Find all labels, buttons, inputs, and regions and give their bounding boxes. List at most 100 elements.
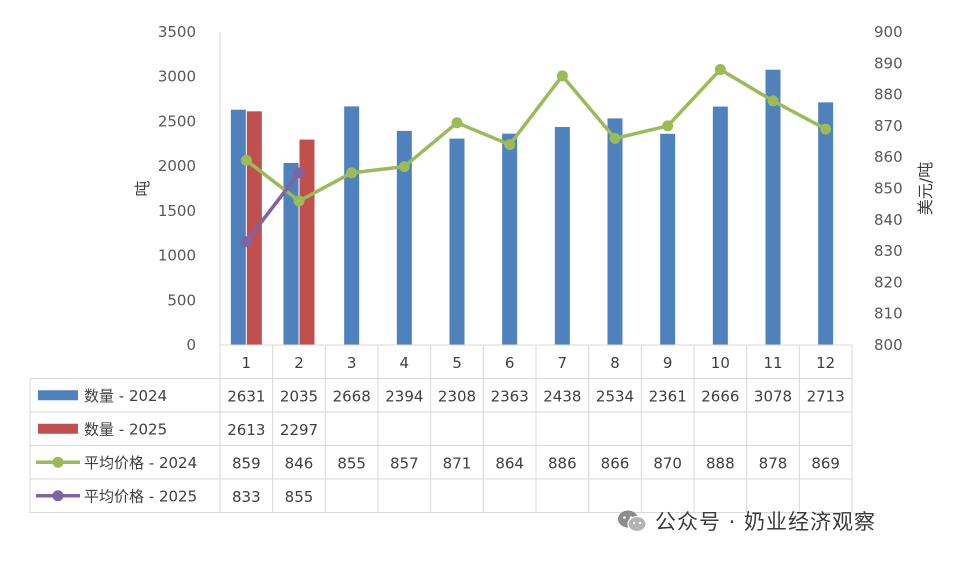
legend-swatch (38, 390, 78, 401)
data-label: 855 (337, 454, 366, 472)
series-line (245, 67, 827, 203)
data-label: 859 (232, 454, 261, 472)
line-point (293, 167, 305, 179)
line-point (504, 139, 516, 151)
x-tick-label: 12 (816, 354, 835, 372)
bar (712, 106, 728, 345)
data-label: 2668 (333, 387, 371, 405)
line-point (662, 120, 674, 132)
data-label: 870 (653, 454, 682, 472)
y-tick-left-label: 1500 (158, 202, 196, 220)
y-tick-left-label: 3500 (158, 23, 196, 41)
bar (299, 139, 315, 345)
line-point (767, 95, 779, 107)
watermark: 公众号 · 奶业经济观察 (617, 506, 876, 536)
data-label: 833 (232, 488, 261, 506)
y-tick-right-label: 870 (874, 117, 903, 135)
y-tick-left-label: 2500 (158, 112, 196, 130)
y-tick-right-label: 820 (874, 273, 903, 291)
data-label: 869 (811, 454, 840, 472)
data-label: 2308 (438, 387, 476, 405)
line-point (398, 161, 410, 173)
bar (818, 102, 834, 346)
series-line (244, 171, 301, 243)
data-label: 2363 (491, 387, 529, 405)
bar (344, 106, 360, 345)
line-point (556, 70, 568, 82)
y-axis-left-title: 吨 (133, 180, 152, 196)
x-tick-label: 10 (711, 354, 730, 372)
data-label: 2297 (280, 421, 318, 439)
bar (230, 109, 246, 345)
data-label: 878 (759, 454, 788, 472)
data-label: 857 (390, 454, 419, 472)
data-label: 855 (285, 488, 314, 506)
line-point (714, 64, 726, 76)
x-tick-label: 4 (400, 354, 410, 372)
bar (283, 163, 299, 345)
y-tick-right-label: 880 (874, 86, 903, 104)
data-label: 871 (443, 454, 472, 472)
x-tick-label: 6 (505, 354, 515, 372)
y-tick-right-label: 830 (874, 242, 903, 260)
line-point (820, 123, 832, 135)
x-tick-label: 8 (610, 354, 620, 372)
y-tick-right-label: 840 (874, 211, 903, 229)
data-label: 886 (548, 454, 577, 472)
y-axis-right-title: 美元/吨 (916, 162, 935, 215)
data-label: 2361 (649, 387, 687, 405)
watermark-text: 公众号 · 奶业经济观察 (655, 510, 877, 534)
bar (554, 126, 570, 345)
data-label: 864 (495, 454, 524, 472)
data-label: 3078 (754, 387, 792, 405)
x-tick-label: 11 (763, 354, 782, 372)
bar (765, 69, 781, 345)
x-tick-label: 9 (663, 354, 673, 372)
legend-marker (52, 456, 64, 468)
y-tick-left-label: 500 (167, 291, 196, 309)
data-label: 2438 (543, 387, 581, 405)
y-tick-right-label: 800 (874, 336, 903, 354)
line-point (609, 132, 621, 144)
y-tick-right-label: 860 (874, 148, 903, 166)
x-tick-label: 1 (242, 354, 252, 372)
x-tick-label: 2 (294, 354, 304, 372)
data-label: 2035 (280, 387, 318, 405)
bar (449, 138, 465, 345)
x-tick-label: 7 (558, 354, 568, 372)
data-label: 2394 (385, 387, 423, 405)
data-label: 2713 (807, 387, 845, 405)
legend-label: 平均价格 - 2024 (84, 454, 197, 472)
data-label: 2613 (227, 421, 265, 439)
y-tick-left-label: 2000 (158, 157, 196, 175)
legend-marker (52, 490, 64, 502)
bar (660, 133, 676, 345)
y-tick-right-label: 810 (874, 305, 903, 323)
bar (502, 133, 518, 345)
legend-swatch (38, 423, 78, 434)
line-point (451, 117, 463, 129)
data-label: 2631 (227, 387, 265, 405)
bar (607, 118, 623, 345)
data-label: 2534 (596, 387, 634, 405)
legend-label: 平均价格 - 2025 (84, 487, 197, 505)
y-tick-left-label: 3000 (158, 68, 196, 86)
x-tick-label: 5 (452, 354, 462, 372)
wechat-icon (618, 510, 647, 533)
bar (396, 130, 412, 345)
y-tick-left-label: 1000 (158, 247, 196, 265)
line-point (240, 236, 252, 248)
y-tick-right-label: 890 (874, 54, 903, 72)
line-point (293, 195, 305, 207)
y-tick-right-label: 850 (874, 180, 903, 198)
y-tick-left-label: 0 (186, 336, 196, 354)
data-label: 888 (706, 454, 735, 472)
x-tick-label: 3 (347, 354, 357, 372)
bar (246, 111, 262, 345)
data-label: 2666 (701, 387, 739, 405)
line-point (240, 154, 252, 166)
legend-label: 数量 - 2025 (84, 420, 167, 438)
line-point (346, 167, 358, 179)
